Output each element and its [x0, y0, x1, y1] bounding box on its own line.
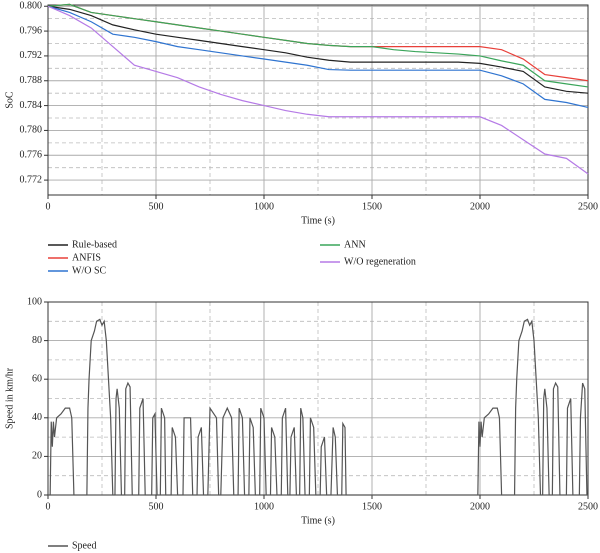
series-line	[47, 5, 589, 109]
y-axis-label: Speed in km/hr	[4, 367, 15, 429]
legend-label: Rule-based	[72, 239, 117, 250]
x-tick-label: 1500	[362, 501, 382, 512]
x-tick-label: 2500	[578, 201, 598, 212]
y-tick-label: 40	[32, 412, 42, 423]
y-tick-label: 0.780	[20, 125, 43, 136]
y-tick-label: 0	[37, 489, 42, 500]
y-tick-label: 0.776	[20, 150, 43, 161]
x-axis-label: Time (s)	[301, 215, 335, 226]
series-line	[48, 318, 588, 496]
y-tick-label: 80	[32, 335, 42, 346]
legend-label: ANN	[344, 239, 366, 250]
series-line	[47, 5, 589, 94]
y-tick-label: 60	[32, 373, 42, 384]
x-tick-label: 1000	[254, 501, 274, 512]
y-tick-label: 0.772	[20, 174, 43, 185]
x-tick-label: 1500	[362, 201, 382, 212]
x-axis-label: Time (s)	[301, 515, 335, 526]
y-tick-label: 20	[32, 451, 42, 462]
legend-label: W/O regeneration	[344, 256, 416, 267]
y-tick-label: 0.784	[20, 100, 43, 111]
y-tick-label: 0.788	[20, 75, 43, 86]
x-tick-label: 500	[149, 201, 164, 212]
y-tick-label: 100	[27, 296, 42, 307]
legend-label: ANFIS	[72, 252, 101, 263]
x-tick-label: 500	[149, 501, 164, 512]
x-tick-label: 0	[46, 201, 51, 212]
x-tick-label: 1000	[254, 201, 274, 212]
y-tick-label: 0.800	[20, 1, 43, 12]
y-tick-label: 0.796	[20, 25, 43, 36]
x-tick-label: 2000	[470, 501, 490, 512]
legend-label: Speed	[72, 540, 96, 551]
series-line	[47, 5, 589, 175]
plot-frame	[47, 4, 589, 196]
legend-label: W/O SC	[72, 265, 107, 276]
x-tick-label: 2000	[470, 201, 490, 212]
series-line	[47, 3, 589, 88]
y-tick-label: 0.792	[20, 50, 43, 61]
x-tick-label: 0	[46, 501, 51, 512]
y-axis-label: SoC	[4, 91, 15, 109]
x-tick-label: 2500	[578, 501, 598, 512]
